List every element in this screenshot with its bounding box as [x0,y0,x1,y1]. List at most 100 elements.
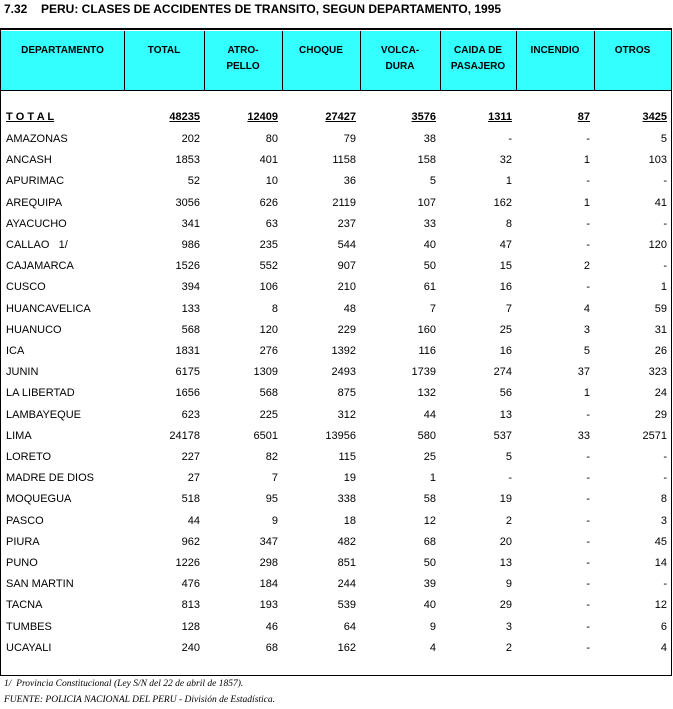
cell: 40 [423,239,436,251]
cell: 38 [423,133,436,145]
cell: 41 [654,196,667,209]
cell: - [663,578,667,591]
header-band [1,31,671,90]
cell: 986 [181,239,200,251]
cell: 338 [337,493,356,506]
cell: 103 [648,154,667,167]
cell: 537 [493,429,512,442]
cell: 10 [265,175,278,188]
cell: 568 [181,323,200,336]
title-number: 7.32 [4,2,28,16]
cell: 5 [583,345,590,357]
cell: 1 [583,196,590,209]
row-label: T O T A L [6,111,55,123]
cell: 3056 [175,196,200,209]
cell: 2119 [332,196,356,209]
cell: 19 [499,493,512,506]
cell: 2 [505,641,512,654]
cell: 476 [181,578,200,591]
cell: 210 [337,281,356,294]
cell: 4 [660,641,667,654]
cell: 162 [337,641,356,654]
cell: 1 [583,387,590,400]
cell: 27427 [325,111,356,123]
cell: 7 [271,472,278,485]
cell: 15 [499,260,512,273]
col-divider [204,31,205,90]
cell: 45 [654,535,667,548]
row-label: LAMBAYEQUE [6,408,81,421]
cell: 116 [418,345,436,357]
cell: 12409 [247,111,278,123]
cell: 1831 [175,345,200,357]
cell: 36 [343,175,356,188]
column-header: PASAJERO [450,61,506,72]
col-divider [516,31,517,90]
cell: 394 [181,281,200,294]
cell: 875 [337,387,356,400]
cell: 851 [337,557,356,569]
cell: 237 [337,217,356,230]
cell: 47 [499,239,512,251]
cell: 33 [577,429,590,442]
cell: 63 [265,217,278,230]
cell: 14 [654,557,667,569]
top-border [0,28,672,30]
cell: 240 [181,641,200,654]
row-label: PIURA [6,535,40,548]
cell: 962 [181,535,200,548]
cell: 59 [654,302,667,315]
cell: 64 [343,620,356,633]
cell: 120 [259,323,278,336]
footnote: FUENTE: POLICIA NACIONAL DEL PERU - Divi… [4,695,276,705]
cell: 9 [505,578,512,591]
cell: 82 [265,451,278,463]
cell: - [663,260,667,273]
row-label: ANCASH [6,154,52,167]
cell: 184 [259,578,278,591]
cell: 12 [654,599,667,612]
row-label: CAJAMARCA [6,260,74,273]
cell: 13 [499,557,512,569]
cell: 25 [499,323,512,336]
cell: 312 [337,408,356,421]
cell: 48235 [169,111,200,123]
row-label: SAN MARTIN [6,578,74,591]
cell: - [586,535,590,548]
left-border [0,28,1,675]
cell: 106 [259,281,278,294]
cell: 6175 [175,366,200,379]
cell: 1 [660,281,667,294]
cell: 39 [423,578,436,591]
cell: 1 [505,175,512,188]
cell: 8 [505,217,512,230]
cell: 13956 [325,429,356,442]
bottom-border [0,675,672,676]
cell: 80 [265,133,278,145]
row-label: TUMBES [6,620,52,633]
cell: 1226 [175,557,200,569]
cell: - [586,472,590,485]
cell: 6501 [253,429,278,442]
cell: 25 [423,451,436,463]
cell: 813 [181,599,200,612]
cell: 13 [499,408,512,421]
cell: 44 [187,514,200,527]
cell: 518 [181,493,200,506]
cell: 544 [337,239,356,251]
cell: 68 [265,641,278,654]
column-header: CAIDA DE [454,45,502,56]
cell: 24 [654,387,667,400]
cell: 50 [423,557,436,569]
cell: 5 [429,175,436,188]
cell: 50 [423,260,436,273]
cell: 202 [181,133,200,145]
cell: 3 [660,514,667,527]
cell: 225 [259,408,278,421]
cell: 115 [338,451,356,463]
cell: - [663,217,667,230]
cell: 40 [423,599,436,612]
cell: 3 [583,323,590,336]
cell: 298 [259,557,278,569]
